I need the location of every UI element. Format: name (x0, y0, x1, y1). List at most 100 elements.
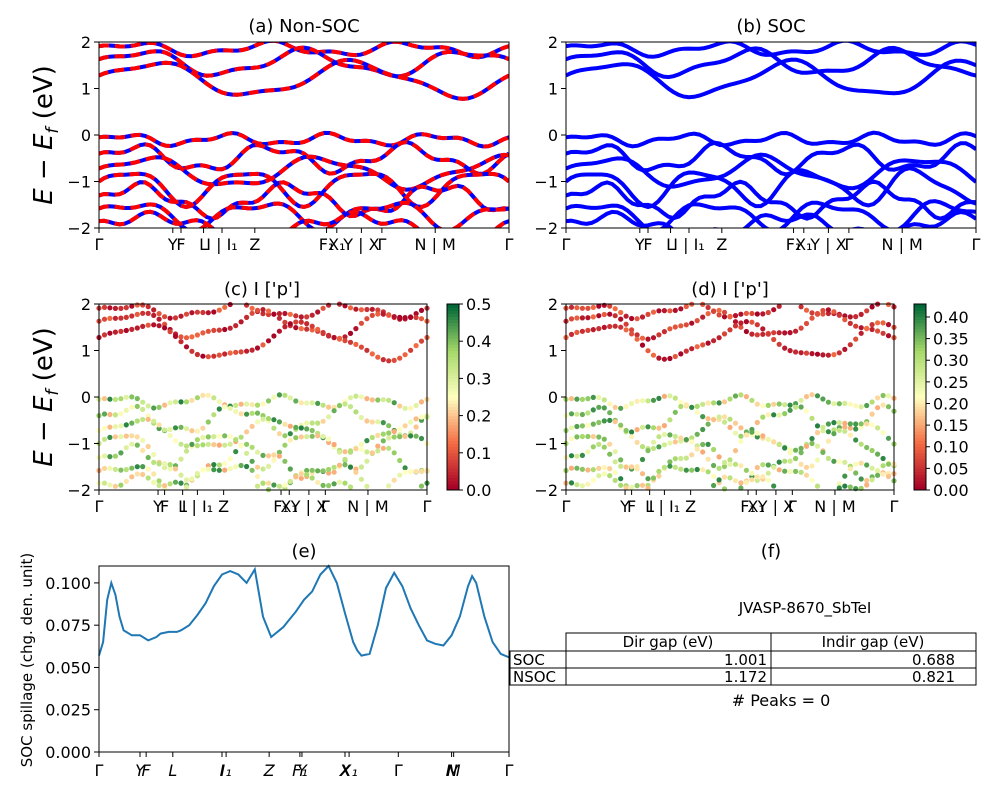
scatter-point (112, 483, 118, 489)
scatter-point (667, 463, 673, 469)
scatter-point (880, 471, 886, 477)
x-tick-label-c: I | I₁ (182, 497, 213, 516)
scatter-point (282, 458, 288, 464)
colorbar-segment-d (914, 421, 926, 426)
colorbar-segment-d (914, 462, 926, 466)
scatter-point (667, 440, 673, 446)
scatter-point (151, 471, 157, 477)
scatter-point (326, 414, 332, 420)
colorbar-segment-c (447, 474, 459, 479)
colorbar-segment-c (447, 328, 459, 333)
colorbar-segment-d (914, 443, 926, 448)
scatter-point (101, 411, 108, 417)
y-tick-label-e: 0.000 (45, 743, 91, 762)
scatter-point (574, 453, 580, 459)
scatter-point (875, 425, 881, 431)
scatter-point (601, 471, 607, 477)
scatter-point (112, 466, 118, 472)
scatter-point (260, 480, 266, 486)
scatter-point (194, 428, 200, 434)
colorbar-segment-c (447, 440, 459, 444)
scatter-point (820, 352, 826, 358)
scatter-point (639, 342, 646, 348)
scatter-point (134, 325, 140, 331)
title-e: (e) (291, 541, 316, 562)
scatter-point (721, 414, 728, 420)
scatter-point (732, 430, 739, 436)
scatter-point (342, 462, 348, 468)
scatter-point (194, 437, 200, 443)
scatter-point (842, 483, 848, 489)
scatter-point (282, 421, 288, 427)
scatter-point (402, 465, 408, 471)
colorbar-segment-c (447, 316, 459, 320)
scatter-point (347, 449, 354, 455)
x-tick-label-d: N | M (814, 497, 855, 516)
scatter-point (694, 403, 700, 409)
scatter-point (364, 438, 370, 444)
band-line-red-dashed (99, 57, 509, 101)
table-header-indir: Indir gap (eV) (822, 633, 925, 651)
scatter-point (178, 334, 184, 340)
scatter-point (585, 422, 591, 428)
scatter-point (320, 402, 326, 408)
scatter-point (162, 427, 168, 433)
scatter-point (140, 323, 146, 329)
x-tick-label-b: Γ (972, 235, 981, 254)
scatter-point (645, 348, 651, 354)
colorbar-segment-d (914, 428, 926, 432)
scatter-point (129, 394, 135, 400)
scatter-point (601, 436, 607, 442)
scatter-point (156, 478, 162, 484)
scatter-point (140, 399, 146, 405)
colorbar-segment-c (447, 443, 459, 448)
scatter-point (809, 463, 815, 469)
scatter-point (293, 435, 299, 441)
scatter-point (700, 467, 706, 473)
colorbar-segment-d (914, 483, 926, 488)
scatter-point (107, 411, 113, 418)
scatter-point (112, 434, 118, 440)
scatter-point (315, 400, 321, 406)
band-line-soc (566, 57, 976, 100)
scatter-point (585, 396, 591, 402)
scatter-point (694, 446, 700, 452)
colorbar-segment-d (914, 319, 926, 324)
scatter-point (249, 444, 255, 450)
scatter-point (875, 472, 881, 478)
scatter-point (875, 395, 881, 401)
scatter-point (705, 456, 711, 462)
scatter-point (287, 395, 293, 401)
scatter-point (793, 404, 799, 410)
x-tick-label-b: Γ (844, 235, 853, 254)
scatter-point (590, 327, 596, 333)
scatter-point (672, 307, 678, 313)
colorbar-tick-label-c: 0.0 (466, 481, 491, 500)
scatter-point (831, 309, 837, 315)
scatter-point (320, 482, 326, 488)
scatter-point (825, 310, 832, 317)
scatter-point (189, 348, 195, 354)
scatter-point (320, 305, 326, 311)
scatter-point (858, 311, 864, 317)
scatter-point (568, 480, 575, 486)
scatter-point (875, 451, 881, 457)
scatter-point (145, 403, 151, 409)
scatter-point (353, 409, 359, 415)
x-tick-label-e: L (168, 761, 177, 780)
scatter-point (678, 435, 684, 441)
scatter-point (820, 307, 826, 314)
scatter-point (590, 444, 596, 450)
scatter-point (700, 449, 706, 455)
scatter-point (678, 351, 684, 357)
scatter-point (260, 311, 266, 317)
scatter-point (140, 302, 146, 308)
scatter-point (233, 464, 239, 470)
scatter-point (216, 399, 222, 405)
y-tick-label-d: 1 (548, 342, 558, 361)
scatter-point (418, 307, 425, 313)
scatter-point (754, 430, 760, 436)
x-tick-label-e: Γ (95, 761, 104, 780)
scatter-point (391, 434, 397, 440)
colorbar-segment-c (447, 471, 459, 475)
